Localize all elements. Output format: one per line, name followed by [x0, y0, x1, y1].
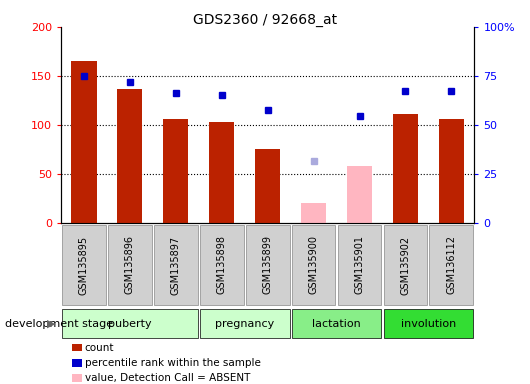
- Text: GSM135897: GSM135897: [171, 235, 181, 295]
- Bar: [439, 119, 464, 223]
- Bar: [71, 61, 96, 223]
- Text: ▶: ▶: [47, 318, 56, 329]
- Text: pregnancy: pregnancy: [215, 318, 275, 329]
- Text: development stage: development stage: [5, 318, 113, 329]
- Bar: [163, 119, 189, 223]
- Text: percentile rank within the sample: percentile rank within the sample: [85, 358, 261, 368]
- Bar: [301, 203, 326, 223]
- Text: count: count: [85, 343, 114, 353]
- Text: GSM135901: GSM135901: [355, 235, 365, 295]
- Text: lactation: lactation: [312, 318, 361, 329]
- Text: GSM136112: GSM136112: [446, 235, 456, 295]
- Text: GSM135898: GSM135898: [217, 235, 227, 295]
- Text: GSM135902: GSM135902: [401, 235, 410, 295]
- Text: involution: involution: [401, 318, 456, 329]
- Text: GSM135895: GSM135895: [79, 235, 89, 295]
- Bar: [347, 166, 372, 223]
- Text: GSM135899: GSM135899: [263, 235, 272, 295]
- Bar: [209, 122, 234, 223]
- Bar: [393, 114, 418, 223]
- Text: puberty: puberty: [108, 318, 152, 329]
- Text: value, Detection Call = ABSENT: value, Detection Call = ABSENT: [85, 373, 250, 383]
- Bar: [117, 89, 143, 223]
- Text: GDS2360 / 92668_at: GDS2360 / 92668_at: [193, 13, 337, 27]
- Text: GSM135896: GSM135896: [125, 235, 135, 295]
- Bar: [255, 149, 280, 223]
- Text: GSM135900: GSM135900: [308, 235, 319, 295]
